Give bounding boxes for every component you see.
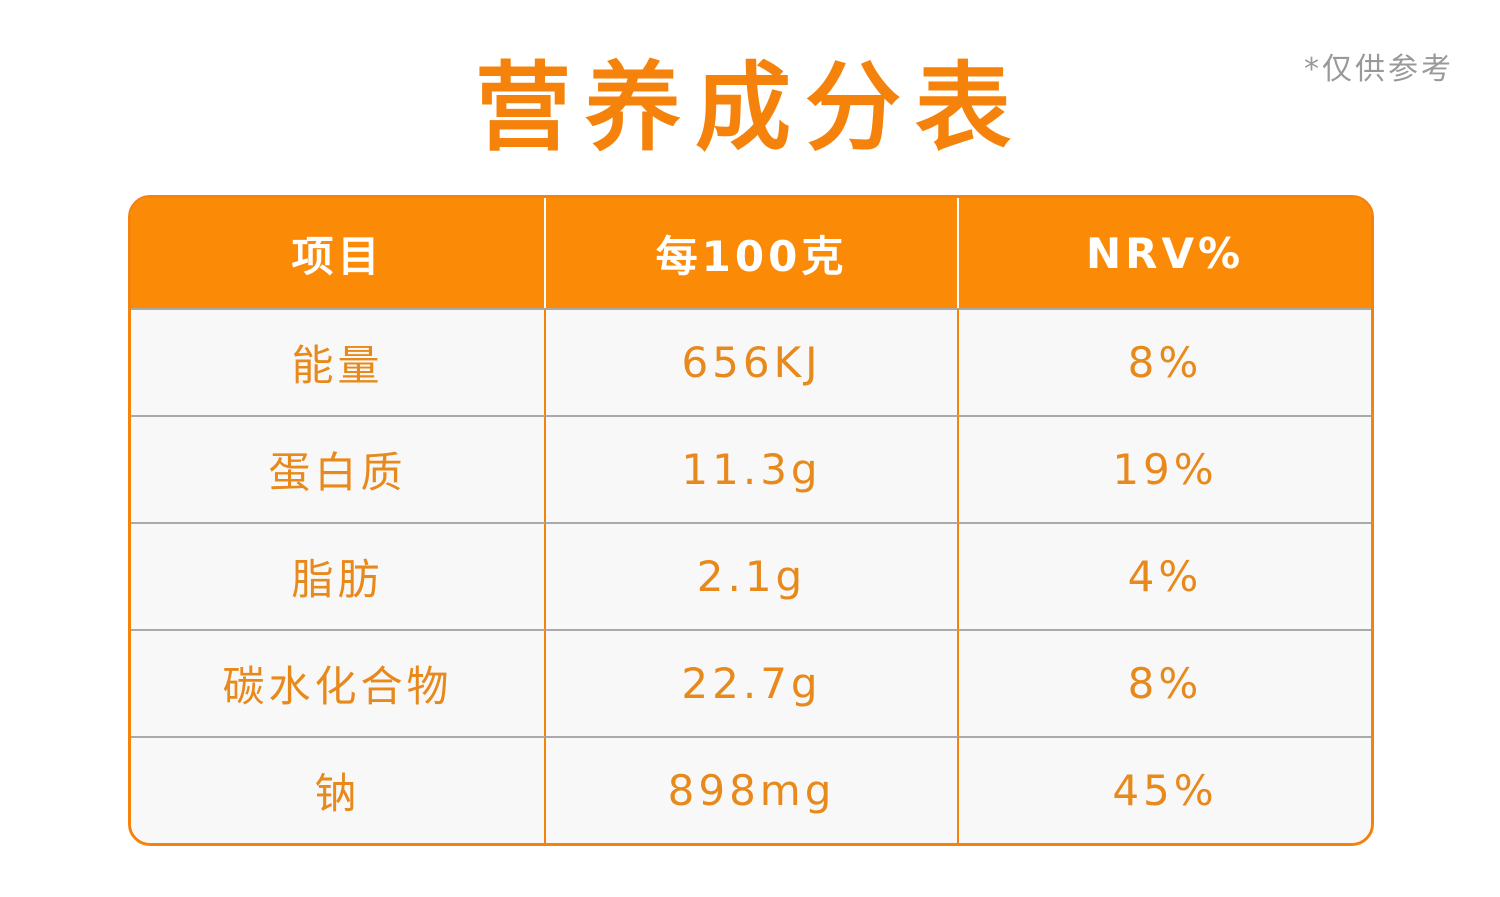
header-cell: 项目 xyxy=(131,198,546,308)
table-cell: 能量 xyxy=(131,308,546,415)
table-cell: 19% xyxy=(959,415,1371,522)
table-row: 碳水化合物 22.7g 8% xyxy=(131,629,1371,736)
header-row: 项目 每100克 NRV% xyxy=(131,198,1371,308)
header-cell: 每100克 xyxy=(546,198,959,308)
header-cell: NRV% xyxy=(959,198,1371,308)
table-cell: 脂肪 xyxy=(131,522,546,629)
table-cell: 22.7g xyxy=(546,629,959,736)
table-cell: 45% xyxy=(959,736,1371,843)
table-cell: 8% xyxy=(959,629,1371,736)
table-cell: 898mg xyxy=(546,736,959,843)
table-cell: 4% xyxy=(959,522,1371,629)
title: 营养成分表 xyxy=(475,52,1025,164)
table-cell: 2.1g xyxy=(546,522,959,629)
note: *仅供参考 xyxy=(1304,52,1454,87)
table-cell: 蛋白质 xyxy=(131,415,546,522)
table-cell: 11.3g xyxy=(546,415,959,522)
table-row: 脂肪 2.1g 4% xyxy=(131,522,1371,629)
table-cell: 656KJ xyxy=(546,308,959,415)
nutrition-table: 项目 每100克 NRV% 能量 656KJ 8% 蛋白质 11.3g 19% 脂肪 2.1g 4% 碳… xyxy=(128,195,1374,846)
table-row: 钠 898mg 45% xyxy=(131,736,1371,843)
table-row: 蛋白质 11.3g 19% xyxy=(131,415,1371,522)
table-row: 能量 656KJ 8% xyxy=(131,308,1371,415)
table-cell: 8% xyxy=(959,308,1371,415)
table-cell: 钠 xyxy=(131,736,546,843)
table-cell: 碳水化合物 xyxy=(131,629,546,736)
